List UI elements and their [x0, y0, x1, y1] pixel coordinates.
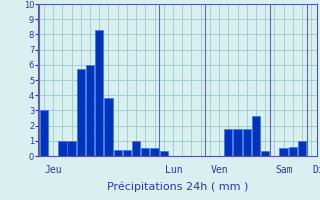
Bar	[252, 116, 260, 156]
Text: Lun: Lun	[165, 165, 182, 175]
Bar	[289, 147, 297, 156]
Text: Sam: Sam	[275, 165, 293, 175]
Bar	[95, 30, 103, 156]
Text: Précipitations 24h ( mm ): Précipitations 24h ( mm )	[107, 182, 248, 192]
Bar	[261, 151, 269, 156]
Bar	[86, 65, 94, 156]
Bar	[141, 148, 149, 156]
Text: Dim: Dim	[312, 165, 320, 175]
Bar	[104, 98, 113, 156]
Text: Jeu: Jeu	[45, 165, 62, 175]
Bar	[77, 69, 85, 156]
Bar	[298, 141, 306, 156]
Bar	[243, 129, 251, 156]
Bar	[132, 141, 140, 156]
Bar	[68, 141, 76, 156]
Bar	[150, 148, 159, 156]
Bar	[160, 151, 168, 156]
Bar	[123, 150, 131, 156]
Bar	[114, 150, 122, 156]
Bar	[58, 141, 67, 156]
Text: Ven: Ven	[211, 165, 228, 175]
Bar	[40, 110, 48, 156]
Bar	[279, 148, 288, 156]
Bar	[224, 129, 232, 156]
Bar	[233, 129, 242, 156]
